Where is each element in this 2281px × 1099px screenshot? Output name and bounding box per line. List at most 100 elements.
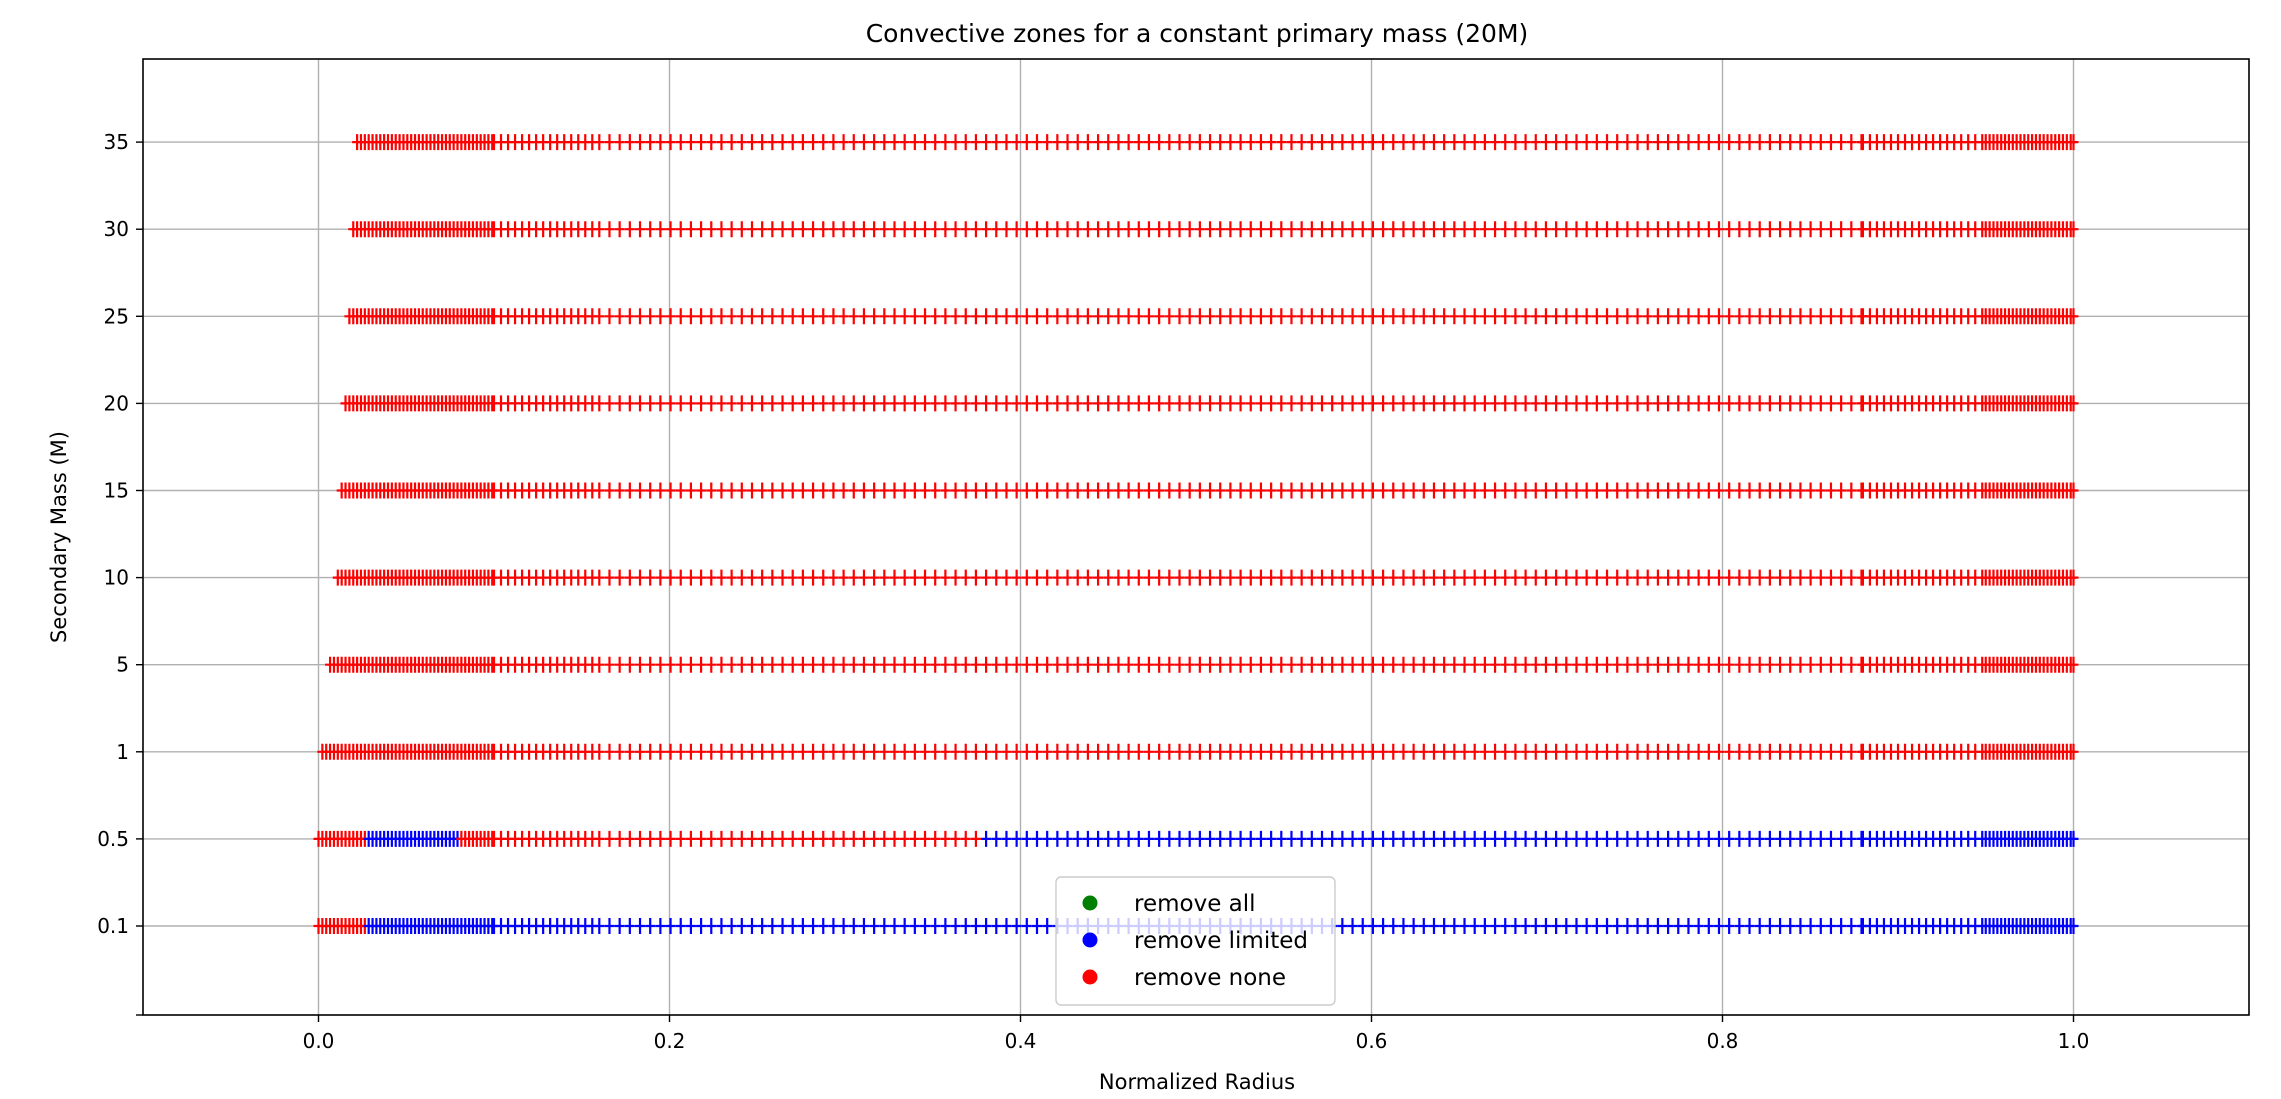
data-point <box>645 569 656 586</box>
data-point <box>970 830 981 847</box>
data-point <box>1154 743 1165 760</box>
data-point <box>1428 918 1439 934</box>
data-point <box>1571 830 1582 847</box>
data-point <box>1154 830 1165 847</box>
data-point <box>1296 134 1307 151</box>
data-point <box>1143 308 1154 325</box>
data-point <box>1520 830 1531 847</box>
data-point <box>1500 569 1511 586</box>
data-point <box>1225 395 1236 412</box>
data-point <box>696 395 707 412</box>
data-point <box>767 395 778 412</box>
data-point <box>1663 482 1674 499</box>
data-point <box>909 134 920 151</box>
data-point <box>869 830 880 847</box>
data-point <box>1357 830 1368 847</box>
data-point <box>1663 308 1674 325</box>
data-point <box>1184 482 1195 499</box>
data-point <box>604 482 615 499</box>
data-point <box>1581 134 1592 151</box>
data-point <box>1062 569 1073 586</box>
data-point <box>1622 918 1633 934</box>
data-point <box>665 656 676 673</box>
data-point <box>1143 743 1154 760</box>
data-point <box>1795 221 1806 238</box>
data-point <box>991 482 1002 499</box>
data-point <box>757 395 768 412</box>
data-point <box>1205 482 1216 499</box>
data-point <box>838 395 849 412</box>
data-point <box>1673 830 1684 847</box>
data-point <box>1683 134 1694 151</box>
data-point <box>1825 134 1836 151</box>
data-point <box>1225 221 1236 238</box>
data-point <box>1317 569 1328 586</box>
data-point <box>950 918 961 934</box>
data-point <box>787 569 798 586</box>
data-point <box>1703 743 1714 760</box>
data-point <box>757 308 768 325</box>
data-point <box>1764 308 1775 325</box>
data-point <box>645 395 656 412</box>
data-point <box>1337 830 1348 847</box>
data-point <box>1479 656 1490 673</box>
data-point <box>1082 308 1093 325</box>
data-point <box>1408 830 1419 847</box>
data-point <box>665 918 676 934</box>
data-point <box>1052 569 1063 586</box>
data-point <box>1612 134 1623 151</box>
data-point <box>1764 134 1775 151</box>
data-point <box>1357 656 1368 673</box>
data-point <box>1642 830 1653 847</box>
y-tick-label: 0.1 <box>97 914 129 938</box>
data-point <box>818 656 829 673</box>
data-point <box>1317 221 1328 238</box>
data-point <box>1724 830 1735 847</box>
data-point <box>1184 569 1195 586</box>
data-point <box>889 830 900 847</box>
data-point <box>1836 830 1847 847</box>
data-point <box>1194 134 1205 151</box>
data-point <box>1164 308 1175 325</box>
data-point <box>1164 743 1175 760</box>
data-point <box>1001 918 1012 934</box>
data-point <box>1286 482 1297 499</box>
data-point <box>1255 830 1266 847</box>
data-point <box>1245 308 1256 325</box>
data-point <box>1520 569 1531 586</box>
data-point <box>1530 743 1541 760</box>
data-point <box>1754 482 1765 499</box>
data-point <box>665 830 676 847</box>
data-point <box>1449 743 1460 760</box>
data-point <box>797 134 808 151</box>
data-point <box>1357 569 1368 586</box>
data-point <box>858 134 869 151</box>
data-point <box>1113 395 1124 412</box>
data-point <box>1408 656 1419 673</box>
data-point <box>1113 656 1124 673</box>
data-point <box>981 918 992 934</box>
data-point <box>1032 918 1042 934</box>
data-point <box>1215 134 1226 151</box>
data-point <box>1612 830 1623 847</box>
data-point <box>1347 134 1358 151</box>
data-point <box>1846 569 1857 586</box>
data-point <box>1815 221 1826 238</box>
data-point <box>685 656 696 673</box>
row-30 <box>348 221 2079 238</box>
data-point <box>716 482 727 499</box>
data-point <box>624 221 635 238</box>
data-point <box>1764 830 1775 847</box>
data-point <box>869 482 880 499</box>
data-point <box>1551 569 1562 586</box>
data-point <box>675 134 686 151</box>
data-point <box>828 308 839 325</box>
data-point <box>879 918 890 934</box>
data-point <box>1764 918 1775 934</box>
data-point <box>960 221 971 238</box>
data-point <box>1255 569 1266 586</box>
data-point <box>1154 308 1165 325</box>
data-point <box>889 918 900 934</box>
data-point <box>777 134 788 151</box>
data-point <box>1825 221 1836 238</box>
